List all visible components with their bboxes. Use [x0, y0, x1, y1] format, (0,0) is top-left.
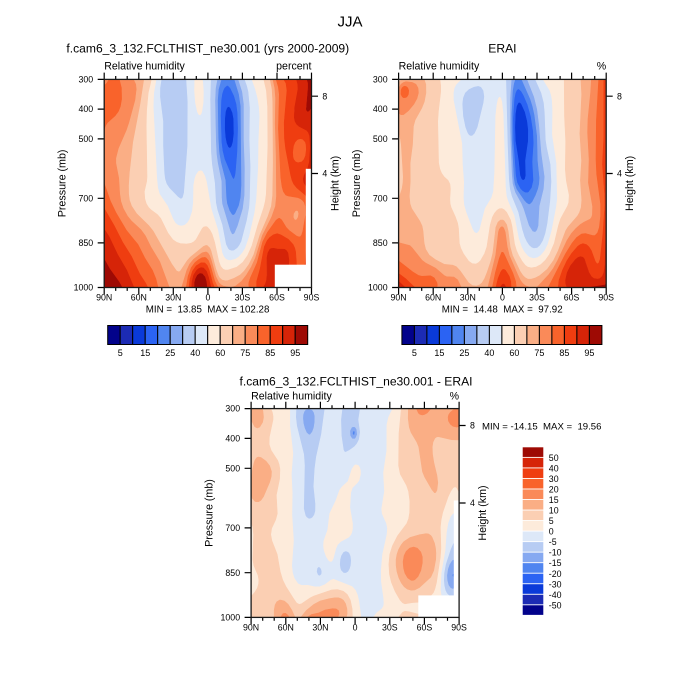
svg-text:40: 40 — [549, 463, 559, 473]
svg-text:700: 700 — [225, 523, 240, 533]
svg-text:500: 500 — [225, 463, 240, 473]
svg-text:Relative humidity: Relative humidity — [251, 390, 332, 402]
svg-text:850: 850 — [373, 238, 388, 248]
svg-text:400: 400 — [79, 104, 94, 114]
svg-text:60: 60 — [509, 348, 519, 358]
svg-text:Pressure (mb): Pressure (mb) — [351, 150, 363, 218]
svg-text:MIN = 14.48 MAX = 97.92: MIN = 14.48 MAX = 97.92 — [442, 305, 563, 316]
svg-text:20: 20 — [549, 485, 559, 495]
svg-text:25: 25 — [165, 348, 175, 358]
svg-text:60S: 60S — [564, 292, 580, 302]
svg-text:Relative humidity: Relative humidity — [104, 61, 185, 73]
svg-text:60S: 60S — [417, 622, 433, 632]
svg-text:75: 75 — [534, 348, 544, 358]
svg-text:90N: 90N — [243, 622, 259, 632]
svg-text:90N: 90N — [96, 292, 112, 302]
svg-text:60: 60 — [215, 348, 225, 358]
svg-text:40: 40 — [484, 348, 494, 358]
svg-text:-30: -30 — [549, 579, 562, 589]
svg-text:0: 0 — [500, 292, 505, 302]
svg-text:30N: 30N — [165, 292, 181, 302]
svg-text:25: 25 — [459, 348, 469, 358]
svg-text:90S: 90S — [304, 292, 320, 302]
svg-text:Height (km): Height (km) — [477, 485, 489, 540]
svg-text:90N: 90N — [391, 292, 407, 302]
svg-text:60S: 60S — [269, 292, 285, 302]
svg-text:700: 700 — [373, 193, 388, 203]
svg-text:85: 85 — [559, 348, 569, 358]
svg-text:-50: -50 — [549, 600, 562, 610]
svg-text:5: 5 — [412, 348, 417, 358]
svg-text:30S: 30S — [382, 622, 398, 632]
svg-text:5: 5 — [118, 348, 123, 358]
svg-text:Height (km): Height (km) — [624, 156, 636, 211]
svg-text:50: 50 — [549, 453, 559, 463]
svg-text:850: 850 — [79, 238, 94, 248]
svg-text:30: 30 — [549, 474, 559, 484]
svg-text:Pressure (mb): Pressure (mb) — [57, 150, 69, 218]
svg-text:JJA: JJA — [337, 14, 362, 31]
svg-text:percent: percent — [276, 61, 311, 73]
svg-text:4: 4 — [470, 498, 475, 508]
svg-text:f.cam6_3_132.FCLTHIST_ne30.001: f.cam6_3_132.FCLTHIST_ne30.001 (yrs 2000… — [66, 42, 349, 56]
svg-text:60N: 60N — [425, 292, 441, 302]
svg-text:30S: 30S — [529, 292, 545, 302]
svg-text:8: 8 — [470, 421, 475, 431]
svg-text:0: 0 — [549, 527, 554, 537]
svg-text:500: 500 — [373, 134, 388, 144]
svg-text:-15: -15 — [549, 558, 562, 568]
svg-text:75: 75 — [240, 348, 250, 358]
svg-text:30S: 30S — [235, 292, 251, 302]
svg-text:0: 0 — [205, 292, 210, 302]
svg-text:8: 8 — [617, 91, 622, 101]
svg-text:95: 95 — [290, 348, 300, 358]
svg-text:300: 300 — [225, 404, 240, 414]
svg-text:MIN = -14.15 MAX = 19.56: MIN = -14.15 MAX = 19.56 — [482, 422, 601, 433]
svg-text:90S: 90S — [598, 292, 614, 302]
svg-text:4: 4 — [617, 169, 622, 179]
svg-text:85: 85 — [265, 348, 275, 358]
svg-text:95: 95 — [584, 348, 594, 358]
svg-text:300: 300 — [79, 75, 94, 85]
svg-text:1000: 1000 — [368, 283, 388, 293]
svg-text:Height (km): Height (km) — [330, 156, 342, 211]
svg-text:ERAI: ERAI — [488, 42, 516, 56]
svg-text:5: 5 — [549, 516, 554, 526]
svg-text:90S: 90S — [451, 622, 467, 632]
svg-text:60N: 60N — [131, 292, 147, 302]
svg-text:-5: -5 — [549, 537, 557, 547]
svg-text:MIN = 13.85 MAX = 102.28: MIN = 13.85 MAX = 102.28 — [146, 305, 270, 316]
svg-text:400: 400 — [373, 104, 388, 114]
svg-text:8: 8 — [322, 91, 327, 101]
svg-text:1000: 1000 — [221, 613, 241, 623]
svg-text:1000: 1000 — [74, 283, 94, 293]
svg-text:f.cam6_3_132.FCLTHIST_ne30.001: f.cam6_3_132.FCLTHIST_ne30.001 - ERAI — [239, 374, 472, 388]
svg-text:-10: -10 — [549, 548, 562, 558]
svg-text:300: 300 — [373, 75, 388, 85]
svg-text:500: 500 — [79, 134, 94, 144]
svg-text:%: % — [450, 390, 460, 402]
svg-text:10: 10 — [549, 506, 559, 516]
svg-text:700: 700 — [79, 193, 94, 203]
svg-text:400: 400 — [225, 434, 240, 444]
svg-text:Relative humidity: Relative humidity — [399, 61, 480, 73]
svg-text:0: 0 — [353, 622, 358, 632]
svg-text:15: 15 — [549, 495, 559, 505]
svg-text:30N: 30N — [312, 622, 328, 632]
svg-text:15: 15 — [434, 348, 444, 358]
svg-text:850: 850 — [225, 568, 240, 578]
svg-text:4: 4 — [322, 169, 327, 179]
svg-text:-40: -40 — [549, 590, 562, 600]
svg-text:-20: -20 — [549, 569, 562, 579]
svg-text:40: 40 — [190, 348, 200, 358]
svg-text:Pressure (mb): Pressure (mb) — [204, 479, 216, 547]
svg-text:60N: 60N — [278, 622, 294, 632]
svg-text:%: % — [597, 61, 607, 73]
svg-text:30N: 30N — [460, 292, 476, 302]
svg-text:15: 15 — [140, 348, 150, 358]
